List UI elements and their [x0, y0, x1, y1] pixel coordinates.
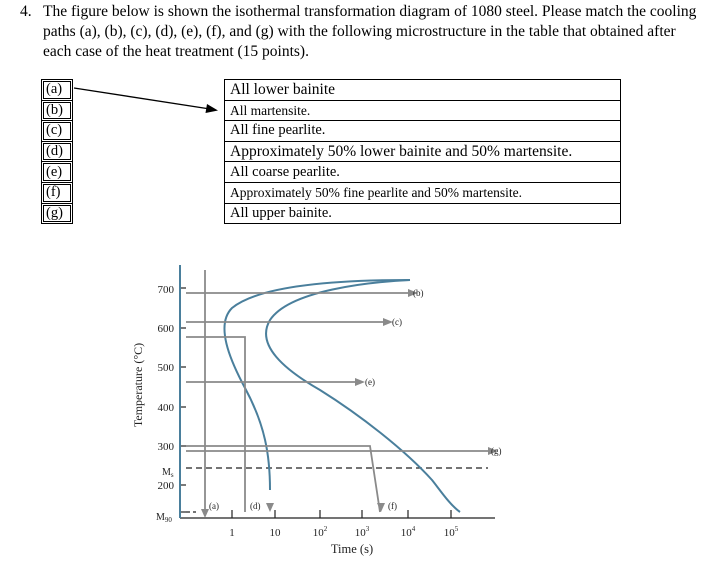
tag-c: (c): [392, 317, 402, 327]
microstructure-6: Approximately 50% fine pearlite and 50% …: [224, 181, 621, 204]
m90-label: M90: [156, 512, 172, 524]
path-arrowheads: [201, 289, 498, 518]
y-tick-400: 400: [158, 402, 175, 414]
path-label-b: (b): [41, 99, 73, 122]
tag-b: (b): [413, 288, 424, 298]
transformation-start-curve: [223, 279, 411, 491]
path-label-e: (e): [41, 161, 73, 183]
match-arrow: [73, 87, 218, 113]
cooling-paths: [186, 270, 490, 513]
y-tick-500: 500: [158, 362, 175, 374]
tag-f: (f): [388, 501, 397, 511]
x-tick-10-4: 104: [401, 525, 416, 539]
x-tick-10-2: 102: [313, 525, 328, 539]
x-tick-10-5: 105: [444, 525, 459, 539]
question-text: The figure below is shown the isothermal…: [43, 3, 697, 60]
question-number: 4.: [20, 3, 32, 20]
ms-label: Ms: [162, 467, 174, 479]
tag-d: (d): [250, 501, 261, 511]
y-tick-600: 600: [158, 323, 175, 335]
ttt-curves: [179, 265, 461, 518]
microstructure-7: All upper bainite.: [224, 202, 621, 225]
tag-a: (a): [209, 501, 219, 511]
microstructure-table: All lower bainite All martensite. All fi…: [224, 79, 621, 225]
x-tick-10-3: 103: [355, 525, 370, 539]
x-tick-10: 10: [270, 527, 282, 539]
path-f-line: [186, 445, 381, 513]
x-axis: [180, 510, 495, 519]
y-tick-700: 700: [158, 284, 175, 296]
y-tick-200: 200: [158, 480, 175, 492]
tag-g: (g): [491, 446, 502, 456]
x-tick-1: 1: [229, 527, 235, 539]
y-axis-title: Temperature (°C): [131, 343, 145, 427]
microstructure-4: Approximately 50% lower bainite and 50% …: [224, 140, 621, 163]
path-label-d: (d): [41, 140, 73, 163]
y-tick-300: 300: [158, 441, 175, 453]
path-label-table: (a) (b) (c) (d) (e) (f) (g): [41, 79, 73, 225]
x-axis-title: Time (s): [331, 542, 373, 556]
path-d-line: [186, 336, 246, 512]
tag-e: (e): [365, 377, 375, 387]
path-label-f: (f): [41, 181, 73, 204]
microstructure-5: All coarse pearlite.: [224, 161, 621, 183]
transformation-finish-curve: [265, 279, 461, 513]
path-label-g: (g): [41, 202, 73, 225]
ttt-diagram: Temperature (°C) Time (s) 700 600 500 40…: [131, 265, 502, 556]
